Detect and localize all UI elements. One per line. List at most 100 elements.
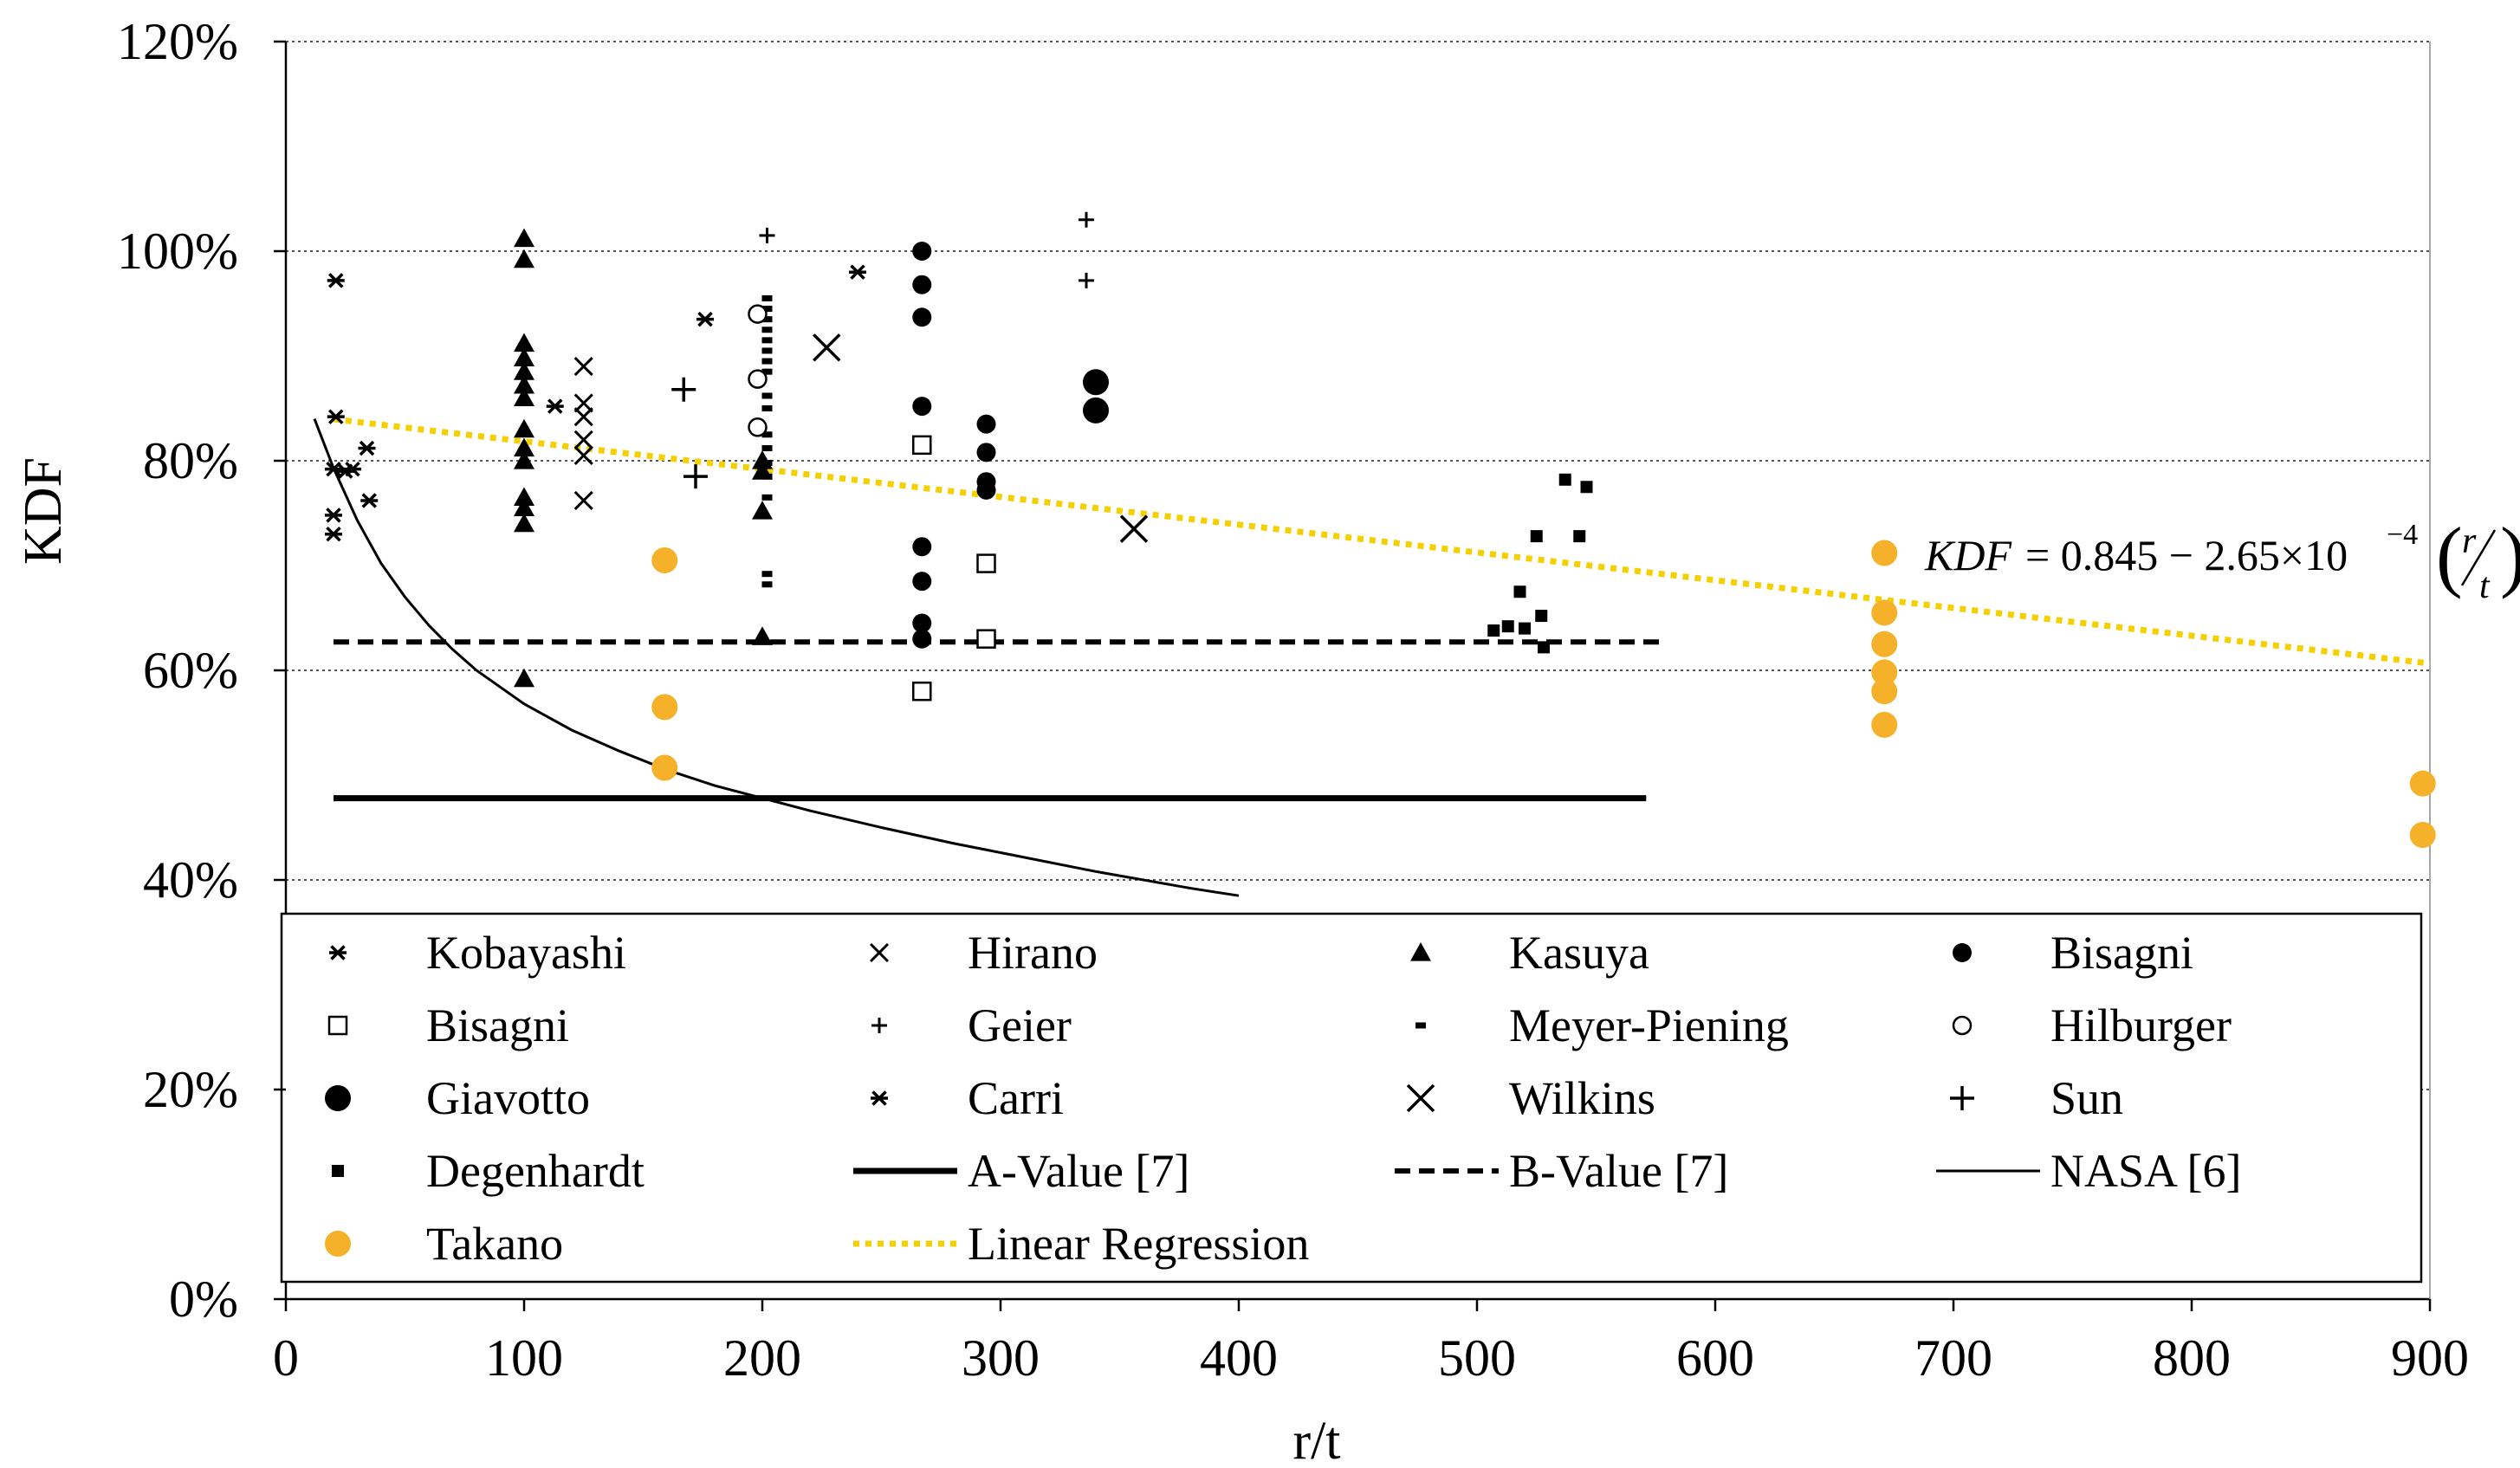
legend-marker-kobayashi xyxy=(329,945,347,960)
legend-label-hirano: Hirano xyxy=(968,927,1098,979)
equation-paren-right: ) xyxy=(2500,511,2520,599)
point-bisagni-shape xyxy=(912,307,932,327)
point-carri-stroke xyxy=(547,398,563,414)
series-wilkins-x-large xyxy=(813,333,1149,543)
legend-label-degenhardt: Degenhardt xyxy=(426,1145,645,1197)
point-kasuya xyxy=(752,626,773,645)
point-bisagni-shape xyxy=(976,629,996,649)
point-degenhardt-shape xyxy=(1513,585,1526,598)
point-hirano xyxy=(573,357,593,377)
point-degenhardt xyxy=(1538,641,1550,654)
point-meyer-piening-shape xyxy=(761,358,773,365)
point-giavotto xyxy=(1083,397,1109,424)
point-bisagni xyxy=(976,629,996,649)
point-degenhardt-shape xyxy=(1538,641,1550,654)
point-meyer-piening-shape xyxy=(761,347,773,354)
legend-label-nasa-6: NASA [6] xyxy=(2050,1145,2242,1197)
point-kasuya xyxy=(514,418,534,438)
point-meyer-piening-shape xyxy=(761,494,773,501)
y-tick-label: 0% xyxy=(169,1271,238,1328)
point-kasuya xyxy=(514,333,534,352)
point-meyer-piening xyxy=(761,347,773,354)
point-wilkins-stroke xyxy=(1119,514,1149,543)
point-degenhardt xyxy=(1558,473,1571,486)
point-takano-shape xyxy=(651,546,678,573)
point-meyer-piening xyxy=(761,431,773,438)
point-degenhardt-shape xyxy=(1580,481,1593,494)
legend-marker-sun xyxy=(1950,1086,1974,1110)
legend-marker-wilkins xyxy=(1406,1083,1435,1113)
y-tick-label: 80% xyxy=(143,432,238,489)
point-bisagni-shape xyxy=(912,681,932,702)
point-kasuya-shape xyxy=(514,333,534,352)
point-hirano-stroke xyxy=(573,445,593,466)
point-hirano-stroke xyxy=(573,490,593,511)
point-takano xyxy=(1871,599,1898,626)
point-meyer-piening xyxy=(761,444,773,451)
point-kasuya xyxy=(514,347,534,367)
point-kasuya-shape xyxy=(514,497,534,517)
point-bisagni xyxy=(976,553,996,573)
y-tick-label: 60% xyxy=(143,642,238,699)
point-hirano xyxy=(573,430,593,449)
point-bisagni xyxy=(912,537,932,557)
point-kasuya-shape xyxy=(514,387,534,406)
legend-label-wilkins: Wilkins xyxy=(1509,1072,1655,1124)
y-tick-label: 100% xyxy=(117,223,238,280)
point-hilburger xyxy=(748,417,768,437)
point-bisagni xyxy=(912,242,932,261)
point-takano xyxy=(2409,821,2436,848)
point-meyer-piening xyxy=(761,337,773,344)
x-tick-label: 200 xyxy=(723,1329,801,1387)
point-carri-stroke xyxy=(697,311,713,327)
equation-lhs: KDF xyxy=(1924,531,2011,579)
line-linear-regression xyxy=(333,416,2431,667)
point-meyer-piening xyxy=(761,581,773,588)
point-takano-shape xyxy=(1871,659,1898,686)
point-geier xyxy=(1079,211,1094,228)
point-meyer-piening-shape xyxy=(761,327,773,333)
series-geier-plus-small xyxy=(759,211,1094,288)
point-kasuya-shape xyxy=(514,374,534,394)
point-kobayashi-stroke xyxy=(361,493,377,508)
legend-marker-hilburger xyxy=(1952,1015,1973,1036)
point-geier xyxy=(1079,272,1094,288)
point-carri xyxy=(849,264,866,280)
point-hirano-stroke xyxy=(573,430,593,449)
point-takano-shape xyxy=(651,754,678,781)
point-giavotto xyxy=(1083,369,1109,396)
axis-ticks: 0 100 200 300 400 500 600 700 800 900 0% 20% 40% 60% 8… xyxy=(117,13,2469,1387)
point-meyer-piening-shape xyxy=(761,337,773,344)
legend-label-meyer-piening: Meyer-Piening xyxy=(1509,999,1789,1051)
legend-marker-hirano-stroke xyxy=(869,942,890,963)
point-bisagni-shape xyxy=(912,435,932,456)
point-kasuya xyxy=(752,501,773,520)
point-takano xyxy=(2409,770,2436,797)
point-bisagni-shape xyxy=(976,414,996,434)
legend-frame xyxy=(280,912,2423,1284)
equation-rhs: = 0.845 − 2.65×10 xyxy=(2025,531,2348,579)
point-kasuya xyxy=(514,374,534,394)
point-hilburger-shape xyxy=(748,304,768,324)
legend-marker-bisagni xyxy=(327,1015,348,1036)
point-hilburger xyxy=(748,304,768,324)
point-meyer-piening-shape xyxy=(761,581,773,588)
legend-label-b-value-7: B-Value [7] xyxy=(1509,1145,1728,1197)
legend-marker-takano xyxy=(325,1231,351,1257)
point-kobayashi-stroke xyxy=(359,440,375,456)
point-carri-stroke xyxy=(850,264,865,280)
point-degenhardt xyxy=(1513,585,1526,598)
point-takano xyxy=(651,694,678,721)
point-meyer-piening xyxy=(761,306,773,313)
legend-marker-meyer-piening-shape xyxy=(1415,1022,1426,1029)
reference-lines xyxy=(313,416,2431,897)
point-wilkins xyxy=(813,333,841,362)
legend-marker-takano-shape xyxy=(325,1231,351,1257)
point-bisagni-shape xyxy=(912,275,932,294)
point-meyer-piening xyxy=(761,316,773,323)
legend-marker-carri-stroke xyxy=(871,1090,887,1106)
point-takano-shape xyxy=(1871,678,1898,705)
x-tick-label: 0 xyxy=(273,1329,299,1387)
legend-label-kobayashi: Kobayashi xyxy=(426,927,626,979)
x-tick-label: 500 xyxy=(1438,1329,1516,1387)
